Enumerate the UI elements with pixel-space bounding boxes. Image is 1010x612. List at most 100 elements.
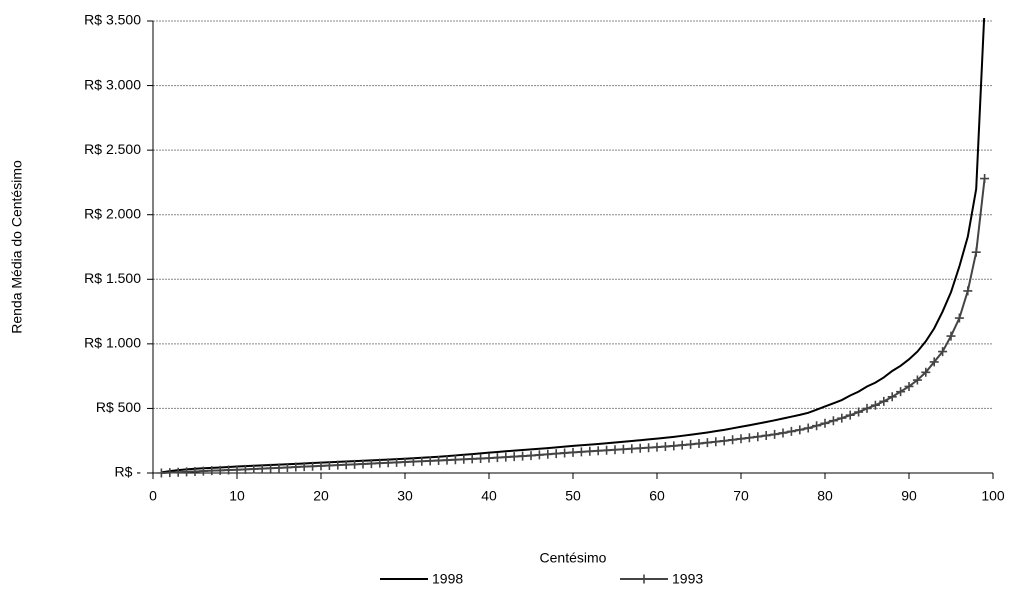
x-tick-label: 30	[397, 488, 413, 504]
marker	[778, 428, 788, 438]
marker	[870, 400, 880, 410]
marker	[770, 429, 780, 439]
marker	[207, 466, 217, 476]
series-line	[161, 18, 986, 474]
marker	[274, 463, 284, 473]
y-tick-label: R$ 1.000	[84, 335, 141, 351]
marker	[896, 387, 906, 397]
marker	[845, 410, 855, 420]
marker	[912, 375, 922, 385]
marker	[459, 454, 469, 464]
marker	[677, 440, 687, 450]
marker	[476, 454, 486, 464]
marker	[324, 461, 334, 471]
marker	[509, 452, 519, 462]
marker	[963, 286, 973, 296]
marker	[820, 418, 830, 428]
marker	[425, 456, 435, 466]
marker	[879, 396, 889, 406]
marker	[812, 421, 822, 431]
x-axis-label: Centésimo	[540, 550, 607, 566]
marker	[660, 442, 670, 452]
marker	[366, 459, 376, 469]
marker	[828, 416, 838, 426]
marker	[291, 462, 301, 472]
marker	[400, 457, 410, 467]
marker	[576, 447, 586, 457]
marker	[610, 445, 620, 455]
marker	[753, 432, 763, 442]
marker	[518, 451, 528, 461]
marker	[266, 463, 276, 473]
marker	[198, 466, 208, 476]
marker	[669, 441, 679, 451]
marker	[182, 467, 192, 477]
marker	[501, 452, 511, 462]
marker	[467, 454, 477, 464]
y-tick-label: R$ 2.500	[84, 141, 141, 157]
marker	[308, 461, 318, 471]
x-tick-label: 80	[817, 488, 833, 504]
marker	[215, 465, 225, 475]
y-tick-label: R$ 3.000	[84, 76, 141, 92]
marker	[341, 460, 351, 470]
marker	[946, 331, 956, 341]
marker	[434, 455, 444, 465]
marker	[904, 381, 914, 391]
marker	[585, 446, 595, 456]
marker	[627, 444, 637, 454]
series-line	[161, 178, 986, 474]
marker	[702, 438, 712, 448]
marker	[375, 458, 385, 468]
y-tick-label: R$ 1.500	[84, 270, 141, 286]
marker	[534, 450, 544, 460]
legend-label: 1993	[672, 571, 703, 587]
marker	[980, 174, 990, 184]
marker	[795, 425, 805, 435]
marker	[408, 457, 418, 467]
marker	[686, 439, 696, 449]
marker	[383, 458, 393, 468]
marker	[761, 431, 771, 441]
y-tick-label: R$ 3.500	[84, 12, 141, 28]
marker	[711, 437, 721, 447]
marker	[492, 453, 502, 463]
x-tick-label: 100	[981, 488, 1005, 504]
marker	[929, 357, 939, 367]
marker	[224, 465, 234, 475]
marker	[165, 468, 175, 478]
y-axis-label: Renda Média do Centésimo	[9, 160, 25, 334]
marker	[921, 367, 931, 377]
marker	[639, 574, 649, 584]
marker	[543, 449, 553, 459]
marker	[728, 435, 738, 445]
marker	[744, 433, 754, 443]
x-tick-label: 50	[565, 488, 581, 504]
marker	[442, 455, 452, 465]
marker	[484, 453, 494, 463]
marker	[526, 451, 536, 461]
x-tick-label: 60	[649, 488, 665, 504]
x-tick-label: 20	[313, 488, 329, 504]
marker	[954, 313, 964, 323]
marker	[232, 465, 242, 475]
marker	[350, 459, 360, 469]
marker	[602, 445, 612, 455]
marker	[392, 457, 402, 467]
marker	[938, 347, 948, 357]
marker	[854, 407, 864, 417]
marker	[560, 448, 570, 458]
marker	[568, 447, 578, 457]
marker	[156, 468, 166, 478]
marker	[551, 449, 561, 459]
y-tick-label: R$ 500	[96, 399, 141, 415]
marker	[694, 439, 704, 449]
marker	[862, 403, 872, 413]
marker	[786, 426, 796, 436]
marker	[358, 459, 368, 469]
marker	[635, 443, 645, 453]
y-tick-label: R$ 2.000	[84, 205, 141, 221]
marker	[652, 442, 662, 452]
x-tick-label: 70	[733, 488, 749, 504]
